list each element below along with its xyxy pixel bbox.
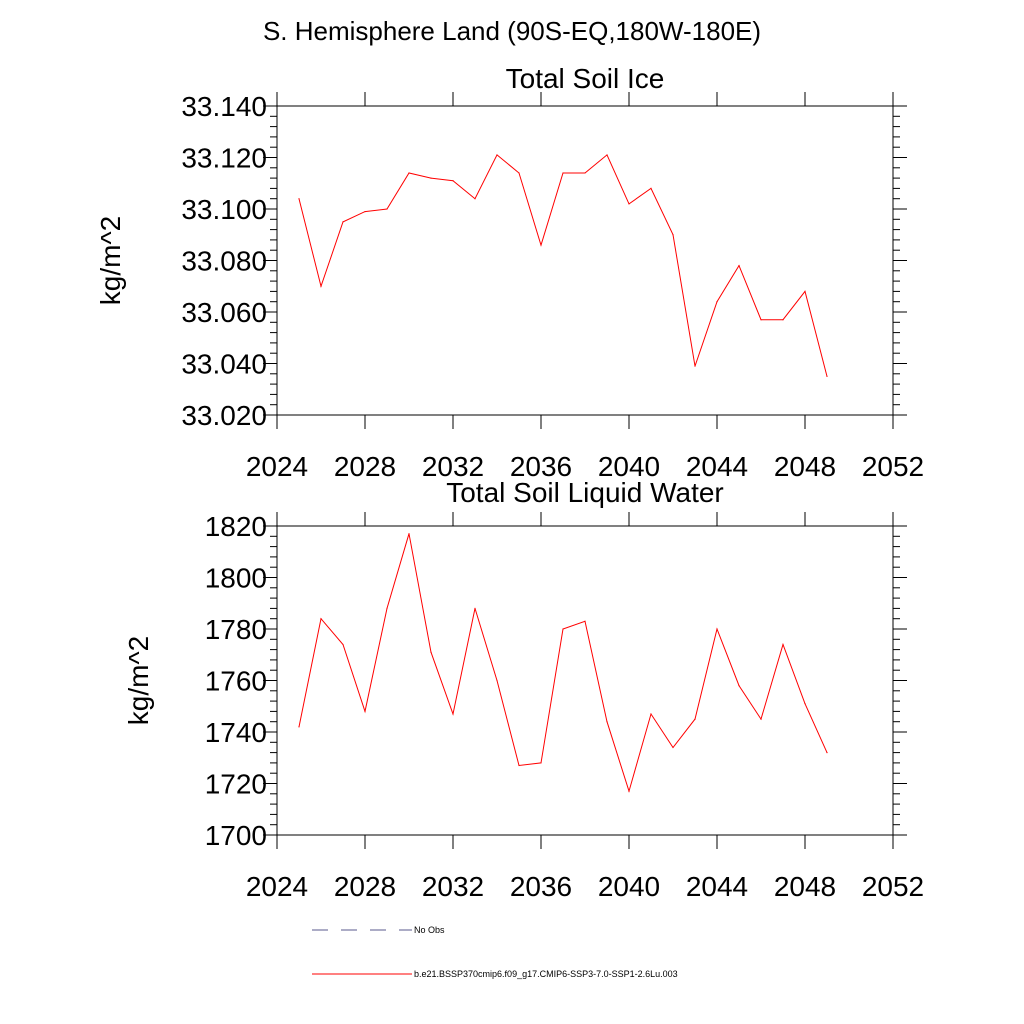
x-tick-label: 2036 [510,871,572,902]
data-point [562,172,564,174]
y-tick-label: 33.060 [181,297,267,328]
data-point [672,746,674,749]
data-point [672,234,674,236]
chart-title: Total Soil Liquid Water [446,477,724,508]
data-point [782,643,784,646]
data-point [518,764,520,767]
data-point [826,375,828,377]
x-tick-label: 2048 [774,871,836,902]
plot-frame [276,525,894,836]
legend-label: b.e21.BSSP370cmip6.f09_g17.CMIP6-SSP3-7.… [414,969,678,979]
data-point [386,208,388,210]
y-tick-label: 1780 [205,614,267,645]
data-point [628,203,630,205]
data-point [298,726,300,728]
y-tick-label: 1720 [205,769,267,800]
data-point [452,180,454,182]
x-tick-label: 2040 [598,451,660,482]
data-point [716,301,718,303]
data-point [540,244,542,246]
y-tick-label: 33.120 [181,143,267,174]
data-point [760,319,762,321]
x-tick-label: 2044 [686,451,748,482]
y-tick-label: 33.080 [181,246,267,277]
data-point [364,210,366,213]
data-point [606,721,608,723]
x-tick-label: 2024 [246,451,308,482]
data-point [364,710,366,713]
x-tick-label: 2028 [334,871,396,902]
data-point [606,154,608,156]
y-tick-label: 33.100 [181,194,267,225]
x-tick-label: 2044 [686,871,748,902]
data-point [738,685,740,687]
chart-panel-2: Total Soil Liquid Water 2024 2028 2032 2036 2… [123,477,924,902]
data-point [408,172,410,174]
legend-label: No Obs [414,925,445,935]
x-tick-label: 2052 [862,871,924,902]
data-point [716,628,718,630]
y-tick-label: 1700 [205,820,267,851]
data-point [650,713,652,715]
data-point [760,718,762,720]
plot-frame [276,105,894,416]
x-tick-label: 2028 [334,451,396,482]
data-point [474,198,476,200]
data-point [584,172,586,174]
data-point [430,177,432,179]
y-tick-label: 1820 [205,511,267,542]
data-point [804,703,806,705]
data-point [320,285,322,287]
data-point [628,790,630,792]
data-point [584,620,586,622]
data-point [342,221,344,223]
data-point [518,172,520,174]
data-point [782,319,784,321]
x-tick-label: 2040 [598,871,660,902]
x-tick-label: 2048 [774,451,836,482]
y-tick-label: 1760 [205,666,267,697]
page-title: S. Hemisphere Land (90S-EQ,180W-180E) [262,16,762,46]
x-tick-label: 2024 [246,871,308,902]
data-point [386,607,388,610]
x-tick-label: 2032 [422,871,484,902]
y-tick-label: 33.140 [181,91,267,122]
data-point [452,713,454,715]
data-point [650,187,652,189]
x-tick-label: 2052 [862,451,924,482]
chart-panel-1: Total Soil Ice 2024 2028 2032 2036 2040 2044 20… [95,63,924,482]
data-point [496,154,498,156]
legend: No Obs b.e21.BSSP370cmip6.f09_g17.CMIP6-S… [312,925,678,979]
data-point [804,290,806,292]
data-point [738,265,740,267]
y-tick-label: 1800 [205,563,267,594]
series-line [298,154,828,377]
y-axis-label: kg/m^2 [123,636,154,725]
data-point [408,533,410,535]
x-tick-label: 2032 [422,451,484,482]
y-tick-label: 1740 [205,717,267,748]
data-point [342,643,344,646]
data-point [298,198,300,200]
y-axis-label: kg/m^2 [95,216,126,305]
y-tick-label: 33.040 [181,349,267,380]
data-point [474,607,476,610]
data-point [540,762,542,764]
data-point [496,679,498,682]
data-point [694,365,696,367]
data-point [826,752,828,754]
chart-title: Total Soil Ice [506,63,665,94]
series-line [298,533,828,793]
y-tick-label: 33.020 [181,400,267,431]
data-point [694,718,696,720]
data-point [430,651,432,653]
x-tick-label: 2036 [510,451,572,482]
data-point [562,628,564,630]
data-point [320,618,322,620]
